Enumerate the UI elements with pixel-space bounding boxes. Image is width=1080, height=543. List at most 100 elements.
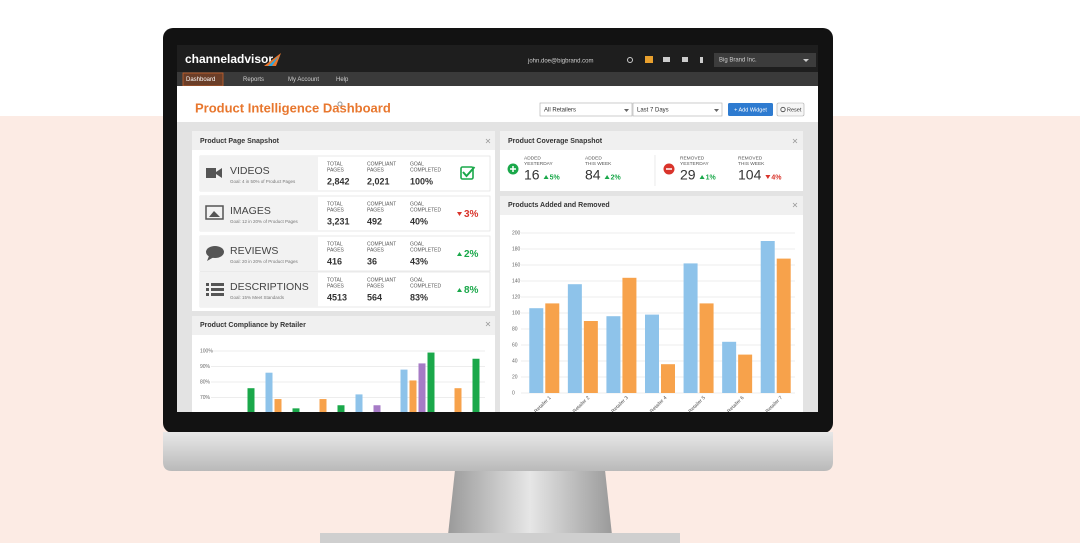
row-name: REVIEWS: [230, 245, 278, 257]
y-tick-label: 100%: [200, 348, 213, 354]
column-label: TOTAL: [327, 201, 343, 207]
trend-arrow: [457, 288, 462, 292]
list-icon: [206, 288, 209, 291]
bar: [418, 363, 426, 412]
list-icon: [211, 288, 224, 291]
column-label: GOAL: [410, 161, 424, 167]
video-icon: [206, 168, 216, 178]
bar: [319, 399, 327, 412]
coverage-change: 1%: [706, 174, 717, 181]
column-value: 3,231: [327, 216, 350, 226]
list-icon: [211, 293, 224, 296]
trend-arrow: [604, 175, 610, 179]
coverage-label: YESTERDAY: [680, 161, 709, 167]
bar: [409, 380, 417, 412]
column-value: 2,842: [327, 176, 350, 186]
message-icon[interactable]: [663, 57, 670, 62]
retailer-filter[interactable]: [539, 102, 633, 117]
coverage-label: YESTERDAY: [524, 161, 553, 167]
column-label: TOTAL: [327, 161, 343, 167]
bar: [699, 303, 714, 393]
review-icon: [206, 246, 224, 258]
info-icon[interactable]: [337, 101, 343, 107]
bar: [683, 263, 698, 393]
bar: [622, 277, 637, 393]
goal-check: [462, 166, 476, 178]
panel-header: [192, 316, 495, 335]
bar: [776, 258, 791, 393]
bar: [247, 388, 255, 412]
column-label: PAGES: [367, 247, 385, 253]
row-label-bg: [200, 196, 318, 231]
bar: [760, 241, 775, 393]
nav-bar: [177, 45, 818, 72]
column-label: PAGES: [367, 283, 385, 289]
tab[interactable]: Dashboard: [186, 77, 215, 83]
tab[interactable]: Help: [336, 77, 349, 83]
column-label: GOAL: [410, 241, 424, 247]
reset-button[interactable]: [776, 102, 805, 117]
coverage-change: 5%: [550, 174, 561, 181]
bar: [454, 388, 462, 412]
column-label: COMPLIANT: [367, 161, 396, 167]
column-label: COMPLETED: [410, 283, 442, 289]
video-icon: [216, 168, 222, 178]
dropdown-arrow: [714, 109, 719, 112]
retailer-filter-text: All Retailers: [544, 108, 576, 114]
coverage-value: 16: [524, 167, 540, 183]
panel-title: Product Page Snapshot: [200, 138, 280, 145]
row-change: 8%: [464, 285, 479, 296]
column-value: 2,021: [367, 176, 390, 186]
alert-icon[interactable]: [645, 56, 653, 63]
column-value: 4513: [327, 292, 347, 302]
review-icon: [207, 256, 214, 261]
list-icon: [211, 283, 224, 286]
dropdown-arrow: [803, 59, 809, 62]
tab[interactable]: My Account: [288, 77, 319, 83]
monitor-base: [320, 533, 680, 543]
image-icon: [205, 205, 224, 220]
add-widget-button[interactable]: [728, 103, 773, 116]
search-icon[interactable]: [627, 57, 633, 63]
column-label: TOTAL: [327, 241, 343, 247]
account-dropdown[interactable]: [714, 53, 816, 67]
date-filter[interactable]: [632, 102, 723, 117]
column-label: GOAL: [410, 277, 424, 283]
column-value: 100%: [410, 176, 433, 186]
row-goal: Goal: 4 in 50% of Product Pages: [230, 179, 296, 184]
announce-icon[interactable]: [682, 57, 688, 62]
column-value: 492: [367, 216, 382, 226]
reset-text: Reset: [787, 107, 802, 113]
coverage-label: ADDED: [585, 155, 602, 161]
bar: [661, 364, 675, 393]
column-label: PAGES: [367, 167, 385, 173]
y-tick-label: 20: [512, 374, 518, 380]
column-label: PAGES: [367, 207, 385, 213]
goal-check: [460, 166, 474, 180]
bar: [292, 408, 300, 412]
y-tick-label: 100: [512, 310, 521, 316]
trend-arrow: [457, 212, 462, 216]
panel-header: [500, 131, 803, 150]
row-name: IMAGES: [230, 205, 271, 217]
bar: [274, 399, 282, 412]
bar: [373, 405, 381, 412]
bar: [472, 358, 480, 412]
coverage-label: THIS WEEK: [585, 161, 612, 167]
date-filter-text: Last 7 Days: [637, 108, 669, 114]
y-tick-label: 40: [512, 358, 518, 364]
help-icon[interactable]: [700, 57, 703, 63]
bar: [738, 354, 753, 393]
column-label: TOTAL: [327, 277, 343, 283]
coverage-label: REMOVED: [680, 155, 705, 161]
close-icons[interactable]: [485, 138, 798, 327]
added-icon: [510, 166, 516, 172]
y-tick-label: 160: [512, 262, 521, 268]
bar: [337, 405, 345, 412]
tab[interactable]: Reports: [243, 77, 264, 83]
user-email[interactable]: john.doe@bigbrand.com: [527, 59, 593, 65]
logo-icon: [264, 53, 281, 66]
column-label: COMPLETED: [410, 167, 442, 173]
